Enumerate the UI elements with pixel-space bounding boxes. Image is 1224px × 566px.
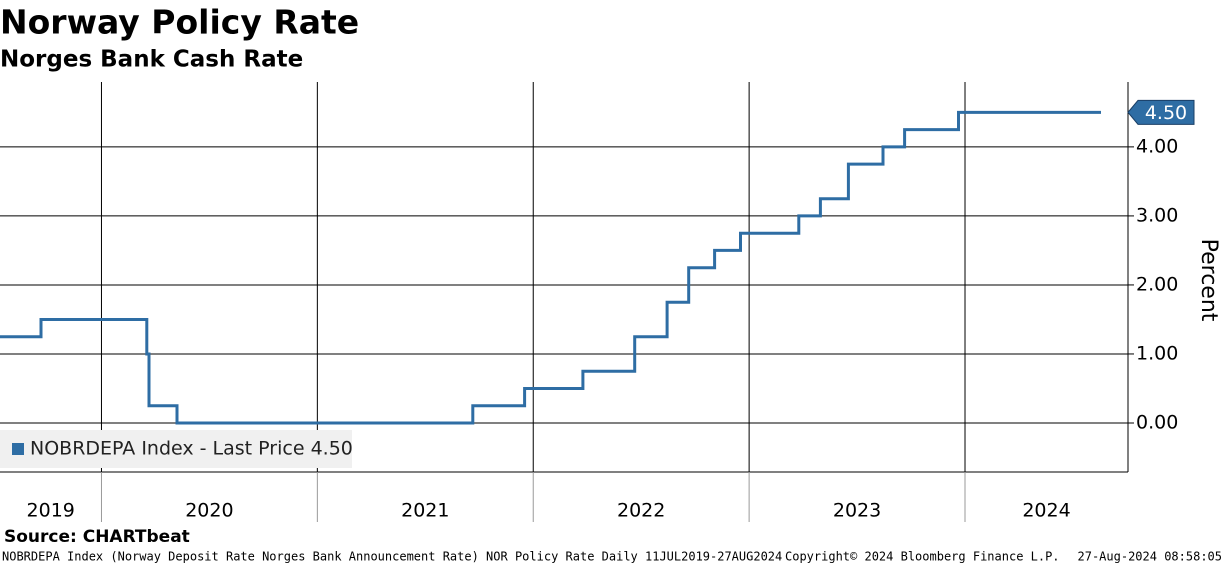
y-tick-label: 3.00 bbox=[1136, 204, 1178, 226]
last-value-label: 4.50 bbox=[1145, 102, 1187, 124]
legend-box bbox=[0, 430, 352, 468]
x-tick-label: 2023 bbox=[833, 500, 881, 522]
y-tick-label: 1.00 bbox=[1136, 342, 1178, 364]
x-tick-label: 2019 bbox=[27, 500, 75, 522]
x-tick-label: 2021 bbox=[401, 500, 449, 522]
y-tick-label: 2.00 bbox=[1136, 273, 1178, 295]
y-tick-label: 0.00 bbox=[1136, 411, 1178, 433]
x-tick-label: 2024 bbox=[1022, 500, 1070, 522]
footer-description: NOBRDEPA Index (Norway Deposit Rate Norg… bbox=[2, 550, 782, 564]
copyright: Copyright© 2024 Bloomberg Finance L.P. bbox=[785, 550, 1060, 564]
series-line bbox=[0, 110, 1101, 425]
last-value-box bbox=[1127, 99, 1195, 125]
chart-title: Norway Policy Rate bbox=[0, 3, 359, 42]
y-tick-label: 4.00 bbox=[1136, 135, 1178, 157]
legend-label: NOBRDEPA Index - Last Price 4.50 bbox=[30, 438, 353, 460]
legend-swatch bbox=[12, 443, 24, 455]
source: Source: CHARTbeat bbox=[4, 527, 190, 547]
x-tick-label: 2022 bbox=[617, 500, 665, 522]
x-tick-label: 2020 bbox=[185, 500, 233, 522]
timestamp: 27-Aug-2024 08:58:05 bbox=[1078, 550, 1223, 564]
y-axis-label: Percent bbox=[1196, 239, 1221, 322]
chart-subtitle: Norges Bank Cash Rate bbox=[0, 47, 303, 73]
